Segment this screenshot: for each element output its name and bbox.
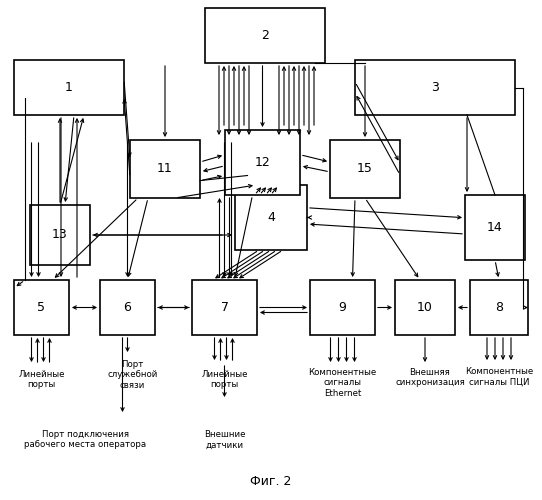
Text: Внешние
датчики: Внешние датчики — [204, 430, 245, 450]
Text: 15: 15 — [357, 162, 373, 175]
Bar — [100, 280, 155, 335]
Bar — [30, 205, 90, 265]
Text: 9: 9 — [339, 301, 346, 314]
Text: Порт
служебной
связи: Порт служебной связи — [107, 360, 158, 390]
Text: 1: 1 — [65, 81, 73, 94]
Bar — [310, 280, 375, 335]
Text: Компонентные
сигналы
Ethernet: Компонентные сигналы Ethernet — [308, 368, 377, 398]
Text: 10: 10 — [417, 301, 433, 314]
Bar — [130, 140, 200, 198]
Text: 13: 13 — [52, 228, 68, 241]
Text: Линейные
порты: Линейные порты — [201, 370, 248, 390]
Text: Линейные
порты: Линейные порты — [18, 370, 64, 390]
Text: Фиг. 2: Фиг. 2 — [250, 475, 292, 488]
Bar — [395, 280, 455, 335]
Bar — [470, 280, 528, 335]
Text: 3: 3 — [431, 81, 439, 94]
Text: 12: 12 — [255, 156, 270, 169]
Bar — [192, 280, 257, 335]
Text: 4: 4 — [267, 211, 275, 224]
Text: 2: 2 — [261, 29, 269, 42]
Bar — [14, 60, 124, 115]
Bar — [355, 60, 515, 115]
Text: 8: 8 — [495, 301, 503, 314]
Bar — [14, 280, 69, 335]
Text: Компонентные
сигналы ПЦИ: Компонентные сигналы ПЦИ — [465, 367, 533, 386]
Bar — [205, 8, 325, 63]
Text: 11: 11 — [157, 162, 173, 175]
Bar — [465, 195, 525, 260]
Text: Внешняя
синхронизация: Внешняя синхронизация — [395, 368, 465, 388]
Text: Порт подключения
рабочего места оператора: Порт подключения рабочего места оператор… — [24, 430, 146, 450]
Bar — [235, 185, 307, 250]
Text: 14: 14 — [487, 221, 503, 234]
Bar — [330, 140, 400, 198]
Text: 6: 6 — [124, 301, 132, 314]
Text: 5: 5 — [37, 301, 46, 314]
Bar — [225, 130, 300, 195]
Text: 7: 7 — [221, 301, 229, 314]
